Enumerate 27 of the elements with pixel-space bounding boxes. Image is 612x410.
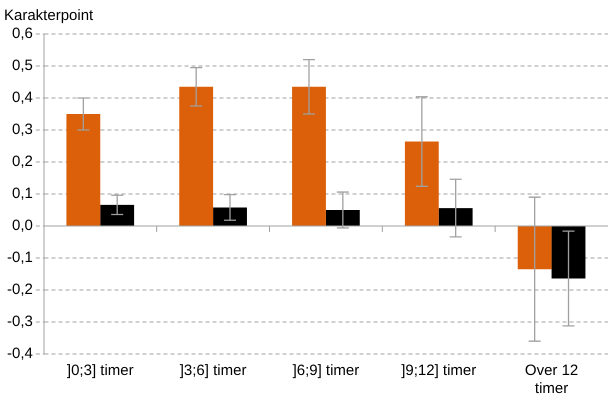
x-tick-label: ]9;12] timer (401, 362, 476, 380)
y-tick-label: 0,1 (12, 185, 33, 202)
y-tick-label: 0,5 (12, 57, 33, 74)
y-tick-label: 0,6 (12, 25, 33, 42)
y-tick-label: 0,3 (12, 121, 33, 138)
y-tick-label: -0,4 (6, 345, 33, 362)
y-axis-title: Karakterpoint (4, 7, 94, 24)
bar (438, 208, 473, 226)
bar (552, 226, 586, 278)
bar (292, 86, 326, 226)
y-tick-label: 0,2 (12, 153, 33, 170)
x-tick-label: Over 12 timer (524, 362, 578, 398)
bar (518, 226, 552, 270)
x-tick-label: ]6;9] timer (292, 362, 360, 380)
x-tick-label: ]0;3] timer (66, 362, 134, 380)
bar (66, 114, 100, 226)
bar (179, 86, 214, 226)
y-tick-label: -0,3 (6, 313, 33, 330)
y-tick-label: -0,2 (6, 281, 33, 298)
bar (213, 207, 247, 226)
bar (326, 210, 360, 226)
y-tick-label: 0,0 (12, 217, 33, 234)
bar (100, 204, 134, 226)
y-tick-label: 0,4 (12, 89, 33, 106)
x-tick-label: ]3;6] timer (180, 362, 246, 380)
bar (404, 142, 439, 226)
y-tick-label: -0,1 (6, 249, 33, 266)
